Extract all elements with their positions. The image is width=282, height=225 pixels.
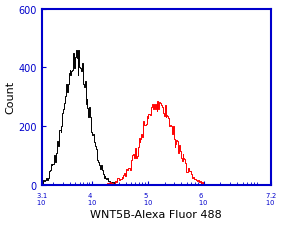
X-axis label: WNT5B-Alexa Fluor 488: WNT5B-Alexa Fluor 488 [90, 209, 222, 219]
Y-axis label: Count: Count [6, 81, 16, 114]
